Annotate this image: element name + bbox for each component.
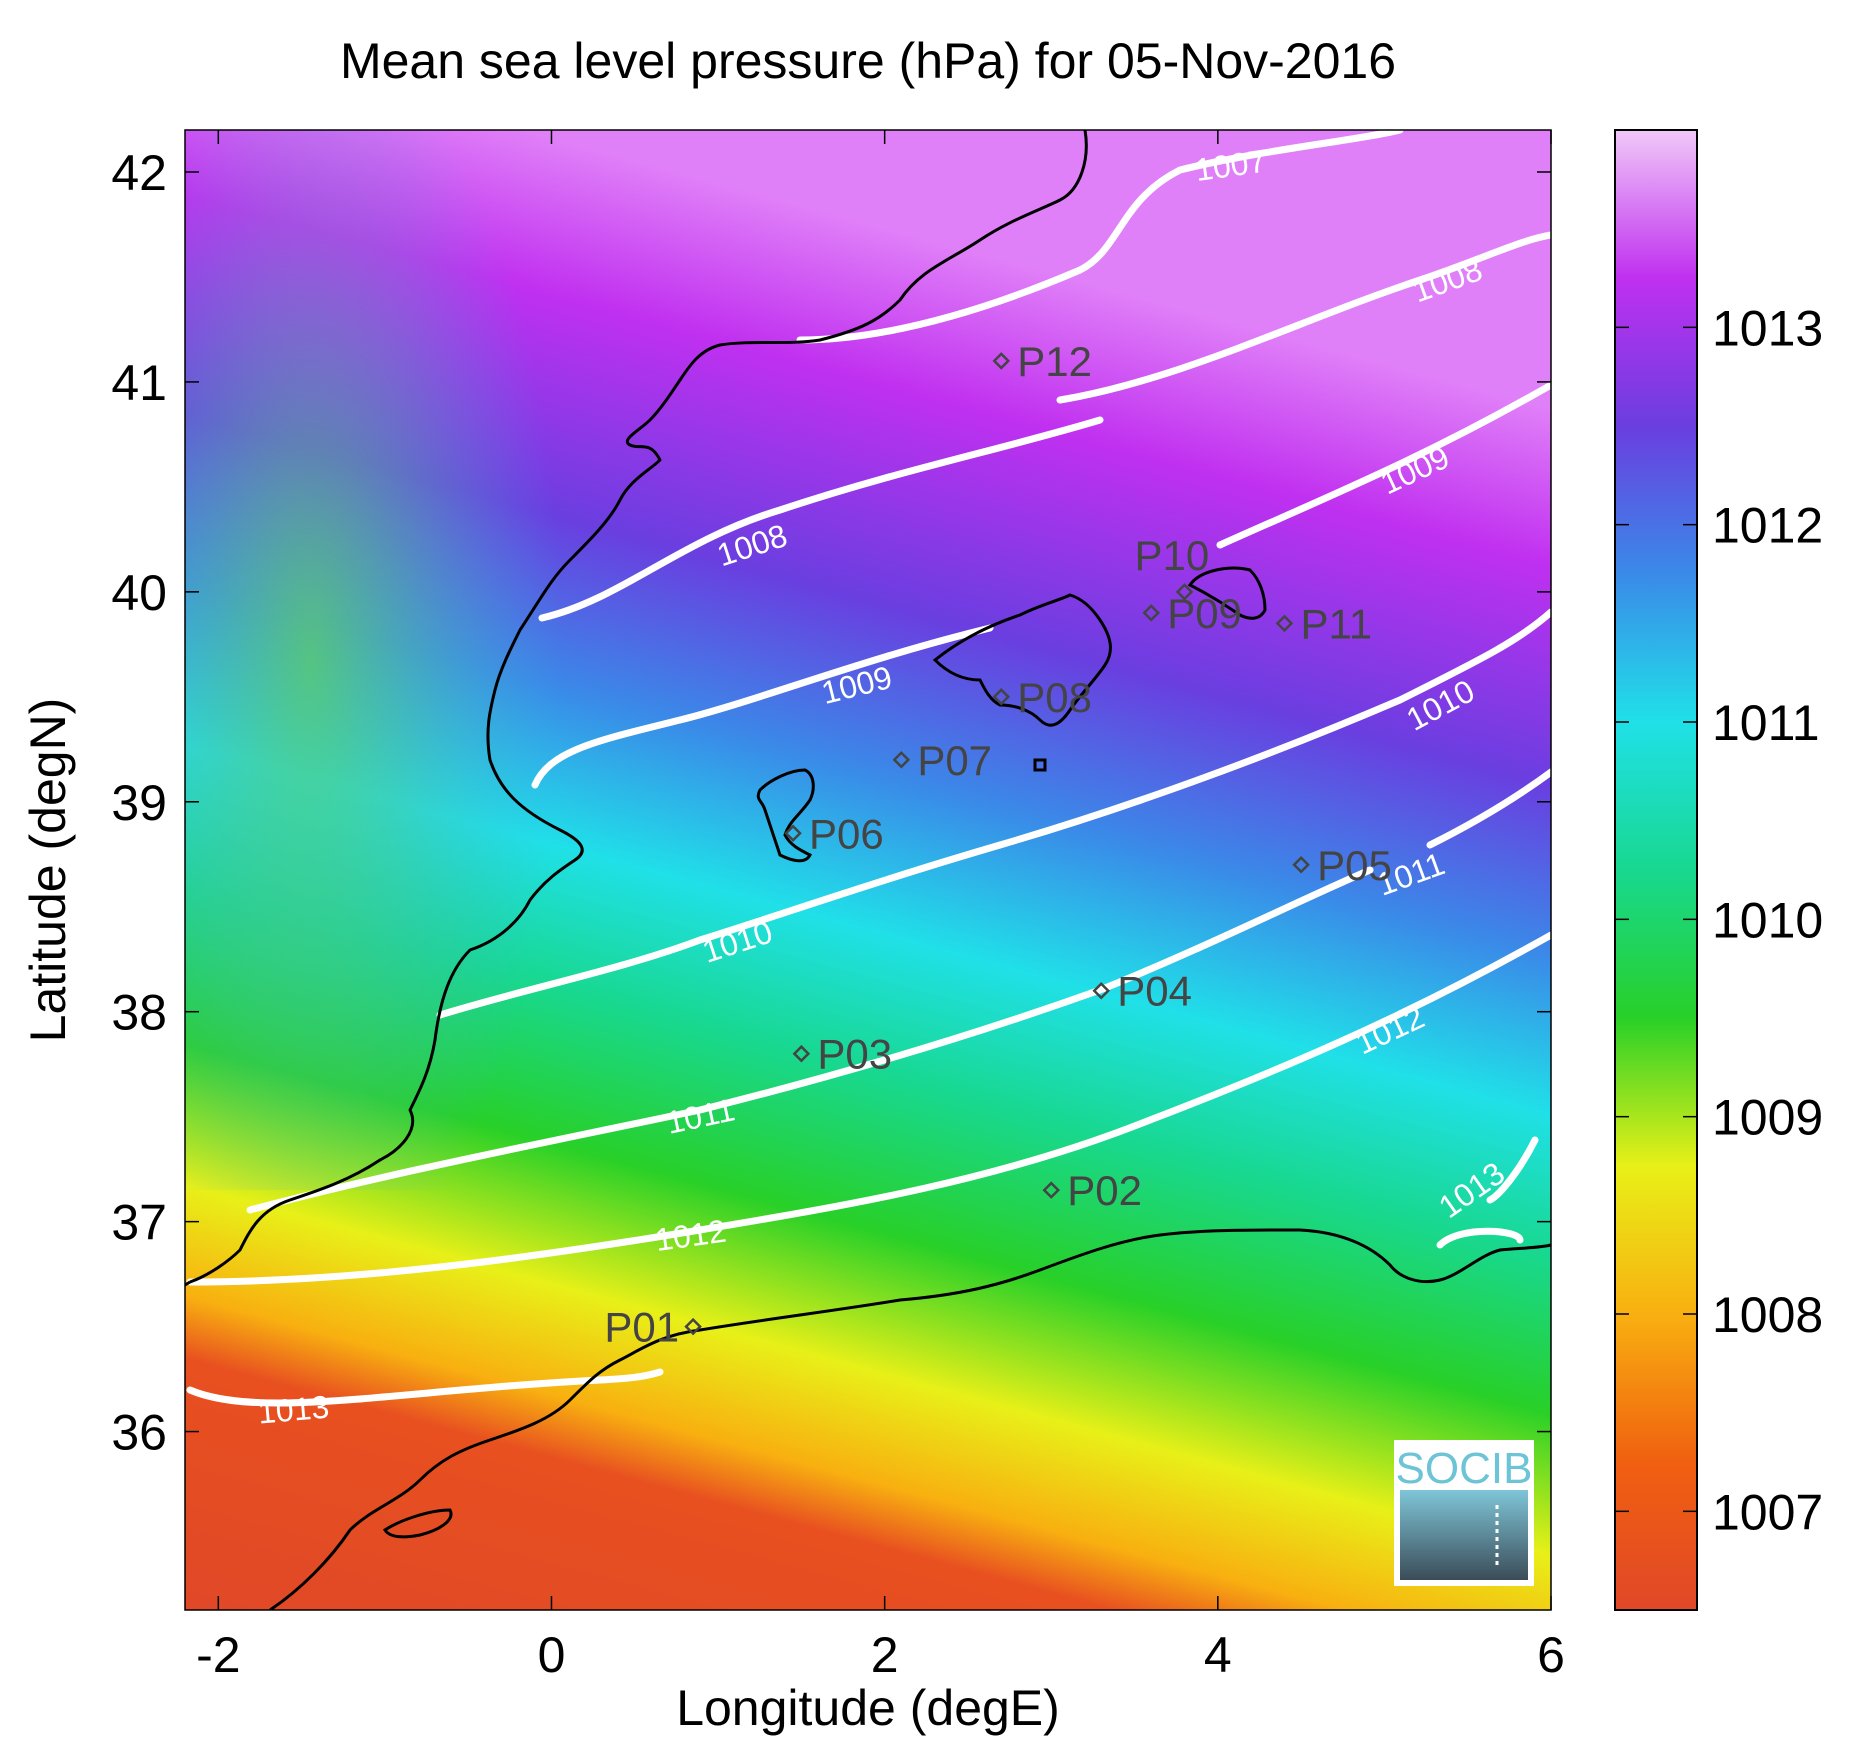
station-p11: P11 xyxy=(1275,600,1372,647)
y-tick-label: 38 xyxy=(111,985,167,1041)
y-tick-label: 40 xyxy=(111,565,167,621)
colorbar xyxy=(1614,129,1698,1611)
station-marker xyxy=(1092,981,1110,1000)
y-axis: 36 37 38 39 40 41 42 xyxy=(111,145,1551,1461)
colorbar-tick-label: 1010 xyxy=(1712,892,1823,948)
alboran-island xyxy=(382,1508,453,1539)
y-axis-title: Latitude (degN) xyxy=(20,698,76,1043)
contour-line-1008-south xyxy=(538,416,1104,622)
station-label: P06 xyxy=(809,810,884,857)
station-p04: P04 xyxy=(1092,968,1192,1015)
colorbar-tick-label: 1007 xyxy=(1712,1484,1823,1540)
stations-layer: P01 P02 P03 P04 P05 P06 P07 P08 P09 P10 P11 P12 xyxy=(604,338,1392,1351)
station-p10: P10 xyxy=(1135,532,1210,601)
cabrera-island xyxy=(1033,758,1047,772)
contour-line-1009-west xyxy=(531,624,994,789)
station-marker xyxy=(992,352,1011,370)
station-marker xyxy=(1042,1181,1061,1199)
contour-line-1013-east xyxy=(1436,1136,1539,1249)
socib-logo-text: SOCIB xyxy=(1396,1444,1533,1493)
station-marker xyxy=(1292,855,1310,874)
contour-line-1012-west xyxy=(186,1116,1154,1286)
menorca-island xyxy=(1187,566,1267,620)
africa-coastline xyxy=(269,1228,1551,1610)
socib-logo: SOCIB xyxy=(1394,1440,1534,1586)
station-marker xyxy=(1275,614,1294,633)
station-p05: P05 xyxy=(1292,842,1392,889)
station-p01: P01 xyxy=(604,1304,702,1351)
station-marker xyxy=(1175,583,1194,601)
station-marker xyxy=(784,824,802,843)
iberian-coastline xyxy=(185,130,1088,1287)
colorbar-tick-label: 1013 xyxy=(1712,300,1823,356)
x-axis: -2 0 2 4 6 xyxy=(196,130,1565,1683)
station-p09: P09 xyxy=(1142,590,1242,637)
x-tick-label: 4 xyxy=(1204,1627,1232,1683)
station-label: P04 xyxy=(1117,968,1192,1015)
x-tick-label: 0 xyxy=(538,1627,566,1683)
station-label: P01 xyxy=(604,1304,679,1351)
y-tick-label: 42 xyxy=(111,145,167,201)
colorbar-tick-label: 1012 xyxy=(1712,498,1823,554)
y-tick-label: 36 xyxy=(111,1405,167,1461)
colorbar-tick-label: 1009 xyxy=(1712,1090,1823,1146)
contour-line-1010-west xyxy=(436,841,1004,1019)
colorbar-tick-label: 1011 xyxy=(1712,695,1820,751)
contour-line-1011-west xyxy=(246,1106,704,1214)
station-label: P03 xyxy=(817,1031,892,1078)
contour-line-1011-east xyxy=(1426,768,1551,849)
land-field-overlay xyxy=(185,130,605,1190)
contour-line-1012-east xyxy=(1146,931,1551,1124)
contour-line-1011-mid xyxy=(696,866,1374,1114)
plot-area: 1007 1008 1008 1009 1009 1010 1010 1011 … xyxy=(185,130,1551,1610)
contour-line-1009-east xyxy=(1216,381,1551,549)
mallorca-island xyxy=(932,593,1112,727)
station-marker xyxy=(684,1317,702,1336)
ibiza-island xyxy=(756,768,815,863)
y-tick-label: 39 xyxy=(111,775,167,831)
station-label: P02 xyxy=(1067,1167,1142,1214)
station-p03: P03 xyxy=(792,1031,892,1078)
station-p12: P12 xyxy=(992,338,1092,385)
contour-line-1008-north xyxy=(1056,231,1551,404)
contour-line-1013-south xyxy=(186,1368,664,1407)
contour-line-1010-east xyxy=(996,608,1551,849)
station-label: P11 xyxy=(1300,600,1372,647)
x-tick-label: 6 xyxy=(1537,1627,1565,1683)
station-marker xyxy=(892,751,911,769)
y-tick-label: 41 xyxy=(111,355,167,411)
plot-frame xyxy=(184,129,1552,1611)
contour-label: 1013 xyxy=(257,1389,331,1431)
colorbar-tick-label: 1008 xyxy=(1712,1287,1823,1343)
station-p08: P08 xyxy=(992,674,1092,721)
contour-line-1007 xyxy=(796,130,1404,344)
x-tick-label: 2 xyxy=(871,1627,899,1683)
station-label: P08 xyxy=(1017,674,1092,721)
station-label: P10 xyxy=(1135,532,1210,579)
y-tick-label: 37 xyxy=(111,1195,167,1251)
station-marker xyxy=(1142,604,1160,622)
map-title: Mean sea level pressure (hPa) for 05-Nov… xyxy=(340,33,1396,89)
station-label: P07 xyxy=(917,737,992,784)
station-p06: P06 xyxy=(784,810,884,857)
station-label: P12 xyxy=(1017,338,1092,385)
station-marker xyxy=(792,1044,811,1063)
station-label: P09 xyxy=(1167,590,1242,637)
station-p07: P07 xyxy=(892,737,992,784)
station-marker xyxy=(992,688,1011,706)
station-label: P05 xyxy=(1317,842,1392,889)
station-p02: P02 xyxy=(1042,1167,1142,1214)
colorbar-ticks: 1007 1008 1009 1010 1011 1012 1013 xyxy=(1615,300,1823,1540)
x-axis-title: Longitude (degE) xyxy=(676,1680,1060,1736)
x-tick-label: -2 xyxy=(196,1627,240,1683)
